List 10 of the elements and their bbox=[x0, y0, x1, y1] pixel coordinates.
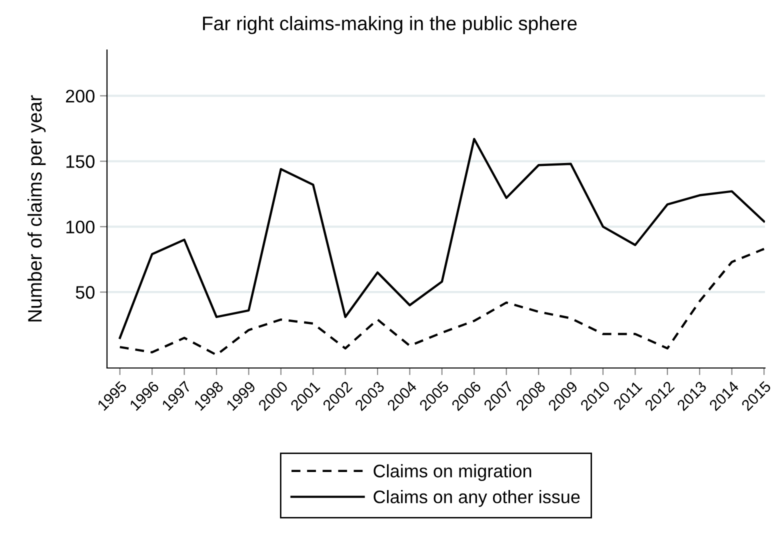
line-series bbox=[118, 248, 765, 356]
legend-label: Claims on migration bbox=[374, 464, 532, 482]
y-tick-label: 100 bbox=[66, 220, 94, 234]
legend-label: Claims on any other issue bbox=[374, 490, 580, 507]
y-tick-label: 150 bbox=[66, 155, 94, 168]
chart-title: Far right claims-making in the public sphere bbox=[203, 16, 577, 34]
line-series bbox=[118, 138, 765, 340]
y-axis-title: Number of claims per year bbox=[28, 95, 46, 322]
y-tick-label: 200 bbox=[66, 90, 94, 103]
y-tick-label: 50 bbox=[76, 286, 94, 299]
